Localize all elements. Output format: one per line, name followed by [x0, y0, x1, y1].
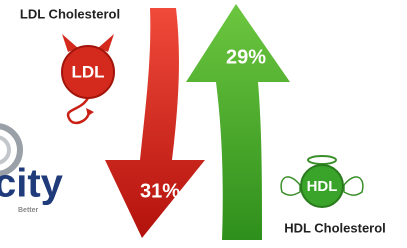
ldl-devil: LDL: [62, 34, 114, 123]
ldl-title: LDL Cholesterol: [20, 6, 120, 21]
wing: [344, 177, 363, 195]
hdl-badge: HDL: [307, 178, 338, 195]
ldl-badge: LDL: [71, 62, 104, 81]
hdl-angel: HDL: [281, 156, 363, 207]
halo: [308, 156, 336, 164]
wing: [281, 177, 300, 195]
logo-tagline: Better: [18, 207, 39, 214]
logo: city Better: [0, 126, 64, 214]
page: {"ldl": {"title": "LDL Cholesterol", "ba…: [0, 0, 407, 248]
logo-name: city: [0, 162, 64, 206]
hdl-title: HDL Cholesterol: [284, 220, 386, 235]
logo-swirl: [0, 137, 9, 163]
down-arrow: [105, 8, 205, 238]
hdl-change: 29%: [226, 46, 266, 68]
tail: [68, 98, 89, 123]
infographic: city Better 31% 29% LDL LDL Cholesterol …: [0, 0, 407, 248]
up-arrow: [186, 4, 290, 240]
ldl-change: 31%: [140, 180, 180, 202]
